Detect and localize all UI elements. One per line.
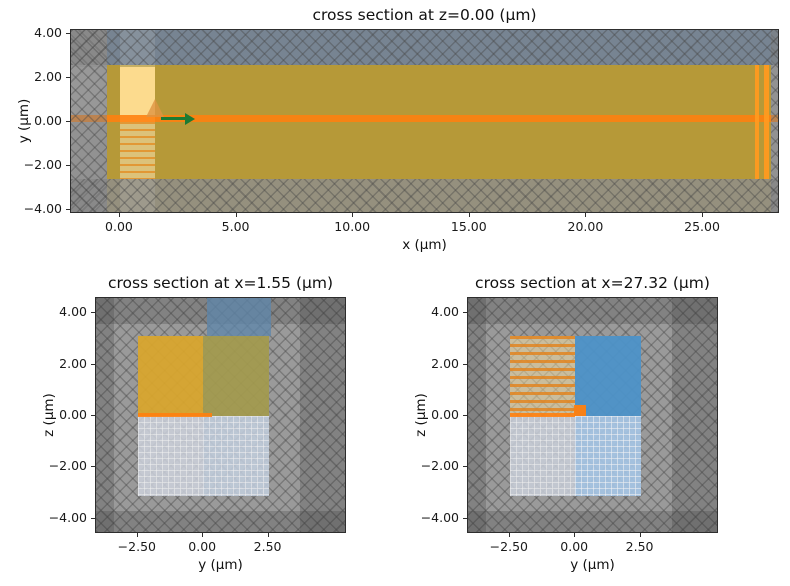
x-cross-section-monitor-x-tick	[574, 533, 576, 537]
x-cross-section-source-x-tick	[202, 533, 204, 537]
striped-gold-quadrant	[509, 336, 576, 416]
x-cross-section-monitor-y-tick	[463, 415, 467, 416]
pml-dark-right	[299, 298, 345, 532]
z-cross-section-x-tick	[585, 213, 587, 217]
z-cross-section-x-tick-label: 20.00	[567, 219, 604, 234]
z-cross-section-x-tick	[235, 213, 237, 217]
x-cross-section-monitor-y-tick-label: −2.00	[420, 458, 459, 474]
x-cross-section-monitor-title: cross section at x=27.32 (μm)	[475, 274, 710, 292]
waveguide-line	[137, 412, 213, 417]
z-cross-section-x-tick-label: 5.00	[221, 219, 250, 234]
z-cross-section-x-tick	[468, 213, 470, 217]
z-cross-section-x-tick-label: 15.00	[450, 219, 487, 234]
x-cross-section-source-y-tick	[91, 363, 95, 365]
x-cross-section-source-y-tick-label: −2.00	[48, 458, 87, 474]
gold-quadrant	[137, 336, 204, 416]
x-cross-section-monitor-xlabel: y (μm)	[570, 557, 615, 573]
pml-dark-bottom	[468, 510, 717, 532]
x-cross-section-source-x-tick-label: −2.50	[117, 539, 156, 554]
x-cross-section-monitor-x-tick	[508, 533, 510, 537]
x-cross-section-monitor-x-tick-label: −2.50	[489, 539, 528, 554]
z-cross-section-y-tick-label: 0.00	[34, 113, 62, 128]
x-cross-section-monitor-x-tick-label: 0.00	[560, 539, 589, 554]
substrate-grid-right	[203, 416, 269, 496]
z-cross-section-axes	[70, 29, 779, 213]
z-cross-section-y-tick-label: −2.00	[23, 156, 62, 172]
olive-quadrant	[203, 336, 269, 416]
propagation-arrow-head	[184, 112, 195, 125]
x-cross-section-source-x-tick-label: 2.50	[253, 539, 282, 554]
x-cross-section-monitor-x-tick-label: 2.50	[625, 539, 654, 554]
z-cross-section-xlabel: x (μm)	[402, 237, 447, 253]
z-cross-section-y-tick	[66, 164, 70, 166]
z-cross-section-x-tick-label: 10.00	[334, 219, 371, 234]
blue-quadrant	[575, 336, 641, 416]
x-cross-section-source-x-tick-label: 0.00	[188, 539, 217, 554]
pml-dark-left	[468, 298, 487, 532]
z-cross-section-y-tick	[66, 77, 70, 79]
x-cross-section-monitor-y-tick-label: 2.00	[431, 355, 459, 371]
x-cross-section-source-y-tick-label: 4.00	[59, 304, 87, 320]
z-cross-section-x-tick	[352, 213, 354, 217]
z-cross-section-y-tick-label: 4.00	[34, 25, 62, 41]
pml-bottom	[71, 178, 778, 212]
substrate-grid-right	[575, 416, 641, 496]
substrate-grid-left	[509, 416, 576, 496]
z-cross-section-x-tick	[118, 213, 120, 217]
x-cross-section-source-y-tick	[91, 415, 95, 416]
polarization-arrow	[146, 99, 165, 117]
x-cross-section-source-y-tick	[91, 312, 95, 314]
pml-right	[770, 30, 778, 212]
waveguide-line	[509, 412, 576, 417]
z-cross-section-y-tick	[66, 33, 70, 35]
x-cross-section-source-y-tick-label: −4.00	[48, 509, 87, 525]
x-cross-section-source-title: cross section at x=1.55 (μm)	[107, 274, 334, 292]
top-blue-patch	[207, 298, 272, 337]
pml-dark-left	[96, 298, 115, 532]
core-slab	[107, 65, 771, 179]
z-cross-section-y-tick-label: −4.00	[23, 200, 62, 216]
z-cross-section-title: cross section at z=0.00 (μm)	[312, 6, 537, 24]
waveguide-core	[573, 405, 586, 416]
z-cross-section-y-tick-label: 2.00	[34, 69, 62, 85]
waveguide-stripe	[71, 115, 778, 122]
z-cross-section-x-tick	[702, 213, 704, 217]
z-cross-section-y-tick	[66, 208, 70, 210]
monitor-line-1	[754, 65, 760, 179]
x-cross-section-monitor-y-tick-label: 0.00	[431, 407, 459, 422]
x-cross-section-source-xlabel: y (μm)	[198, 557, 243, 573]
pml-dark-top	[468, 298, 717, 324]
x-cross-section-monitor-x-tick	[639, 533, 641, 537]
x-cross-section-source-x-tick	[136, 533, 138, 537]
x-cross-section-monitor-axes	[467, 297, 718, 533]
substrate-grid-left	[137, 416, 204, 496]
x-cross-section-source-y-tick-label: 0.00	[59, 407, 87, 422]
pml-dark-right	[671, 298, 717, 532]
z-cross-section-x-tick-label: 0.00	[105, 219, 133, 234]
x-cross-section-monitor-y-tick	[463, 363, 467, 365]
x-cross-section-monitor-y-tick-label: 4.00	[431, 304, 459, 320]
pml-dark-bottom	[96, 510, 345, 532]
x-cross-section-source-y-tick	[91, 466, 95, 468]
z-cross-section-y-tick	[66, 121, 70, 122]
x-cross-section-source-y-tick	[91, 517, 95, 519]
x-cross-section-monitor-y-tick	[463, 517, 467, 519]
x-cross-section-source-y-tick-label: 2.00	[59, 355, 87, 371]
pml-top	[71, 30, 778, 66]
x-cross-section-monitor-y-tick-label: −4.00	[420, 509, 459, 525]
propagation-arrow-shaft	[160, 117, 186, 121]
mode-source-striped	[119, 122, 155, 179]
x-cross-section-monitor-y-tick	[463, 312, 467, 314]
monitor-line-2	[764, 65, 769, 179]
x-cross-section-source-axes	[95, 297, 346, 533]
x-cross-section-source-x-tick	[267, 533, 269, 537]
x-cross-section-monitor-y-tick	[463, 466, 467, 468]
z-cross-section-x-tick-label: 25.00	[684, 219, 720, 234]
